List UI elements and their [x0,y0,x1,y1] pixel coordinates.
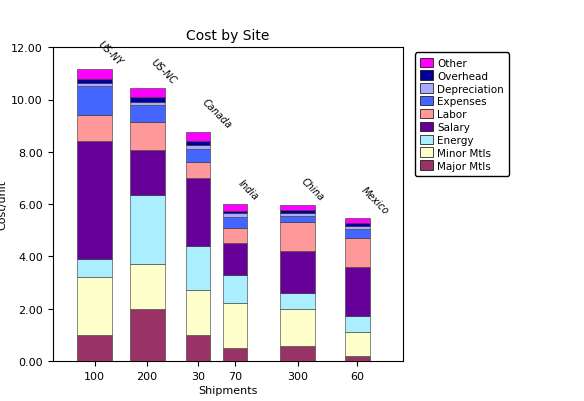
Bar [280,251,315,293]
Text: India: India [237,178,260,202]
Text: Mexico: Mexico [359,184,391,216]
Bar [77,83,112,87]
Bar [130,265,165,309]
Bar [130,98,165,103]
Bar [280,346,315,361]
Bar [345,223,370,226]
Bar [186,146,210,150]
Bar [223,304,247,348]
Bar [223,205,247,211]
Bar [77,70,112,79]
X-axis label: Shipments: Shipments [198,385,258,395]
Bar [345,226,370,229]
Bar [77,335,112,361]
Bar [280,213,315,216]
Bar [186,246,210,290]
Bar [223,348,247,361]
Bar [77,116,112,142]
Bar [130,309,165,361]
Bar [130,195,165,265]
Bar [280,216,315,223]
Bar [345,218,370,223]
Bar [130,105,165,122]
Bar [77,259,112,277]
Bar [186,335,210,361]
Y-axis label: Cost/unit: Cost/unit [0,180,7,229]
Title: Cost by Site: Cost by Site [186,29,269,43]
Bar [186,163,210,178]
Bar [130,122,165,151]
Legend: Other, Overhead, Depreciation, Expenses, Labor, Salary, Energy, Minor Mtls, Majo: Other, Overhead, Depreciation, Expenses,… [415,53,509,176]
Bar [345,238,370,267]
Bar [280,205,315,211]
Text: US-NC: US-NC [149,57,178,86]
Bar [223,244,247,275]
Text: China: China [300,176,326,203]
Bar [280,309,315,346]
Bar [186,150,210,163]
Bar [77,277,112,335]
Bar [345,356,370,361]
Bar [345,317,370,332]
Text: Canada: Canada [200,97,233,130]
Bar [77,87,112,116]
Bar [186,178,210,246]
Bar [186,142,210,146]
Bar [77,79,112,83]
Bar [223,217,247,228]
Bar [186,133,210,142]
Bar [345,332,370,356]
Bar [77,142,112,259]
Bar [130,151,165,195]
Bar [130,103,165,105]
Bar [223,275,247,304]
Bar [130,89,165,98]
Bar [223,211,247,214]
Bar [280,223,315,251]
Bar [280,211,315,213]
Bar [186,290,210,335]
Bar [223,228,247,244]
Bar [345,229,370,238]
Bar [223,214,247,217]
Text: US-NY: US-NY [96,39,125,68]
Bar [280,293,315,309]
Bar [345,267,370,317]
